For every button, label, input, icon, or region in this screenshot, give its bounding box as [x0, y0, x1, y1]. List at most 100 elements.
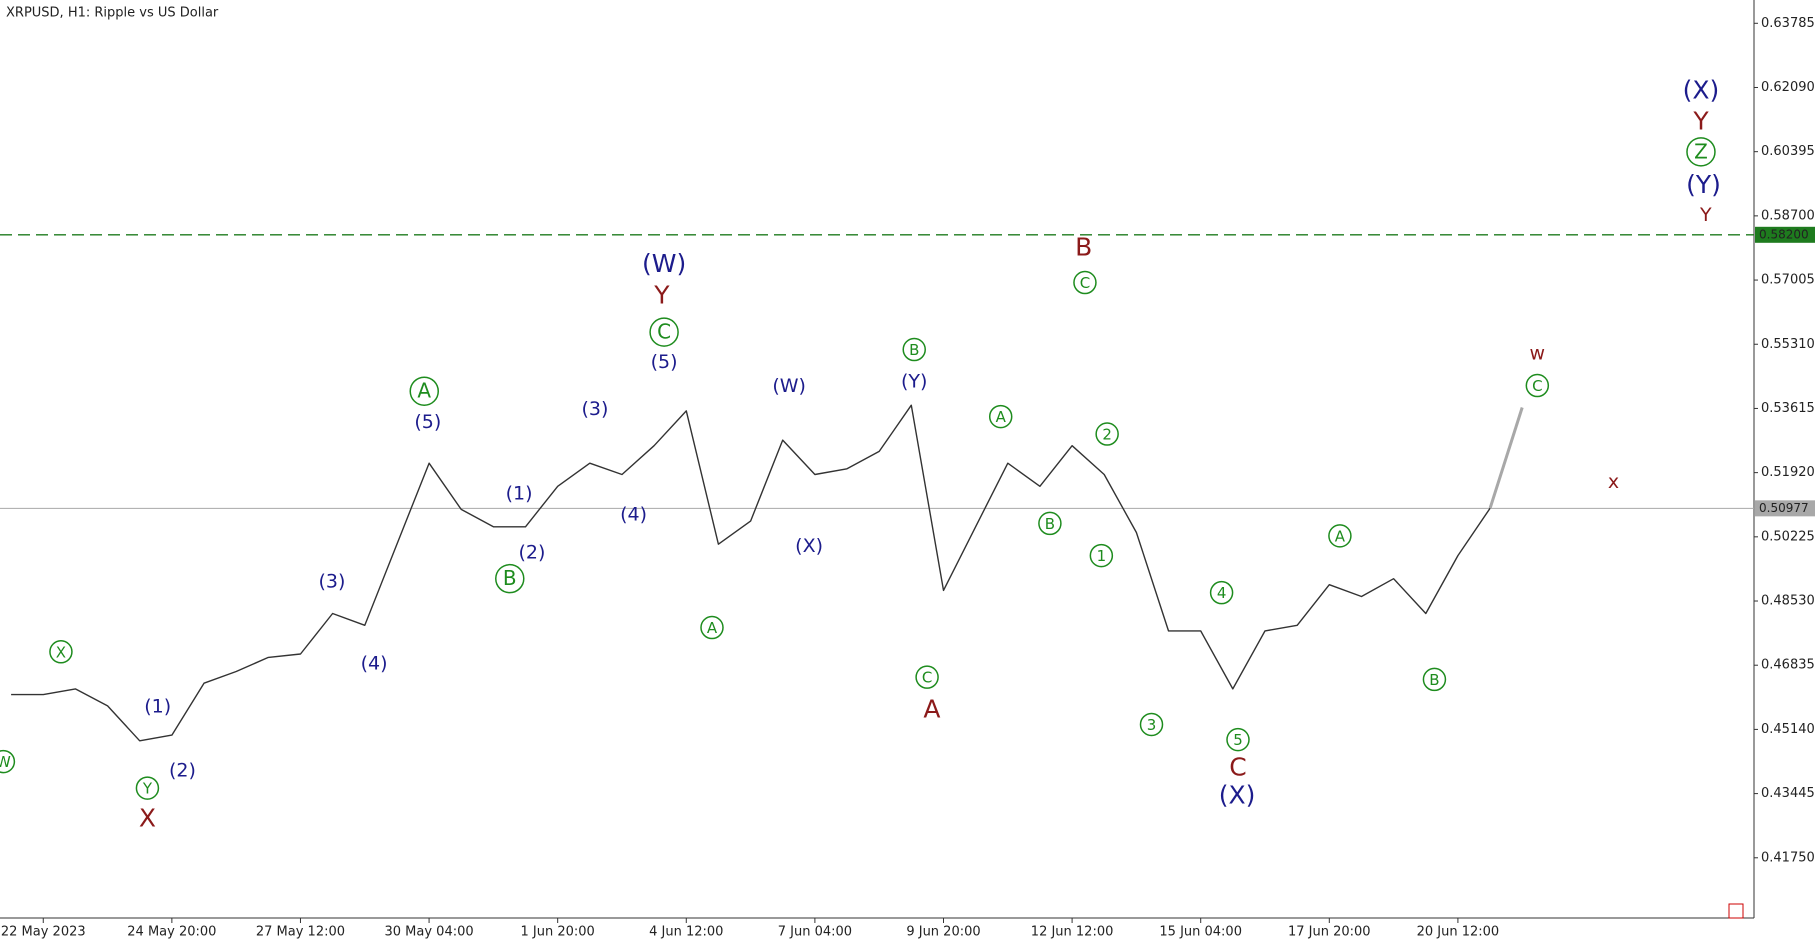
wave-label: C: [922, 669, 932, 687]
wave-circle: [649, 317, 679, 347]
y-tick-label: 0.43445: [1761, 786, 1815, 801]
y-tick-label: 0.63785: [1761, 16, 1815, 31]
wave-circle: [1525, 373, 1550, 398]
wave-label: Y: [653, 280, 670, 309]
y-tick-label: 0.55310: [1761, 337, 1815, 352]
wave-circle: [135, 776, 160, 800]
y-tick-label: 0.57005: [1761, 273, 1815, 288]
price-label: 0.58200: [1759, 227, 1809, 241]
wave-circle: [1089, 543, 1114, 568]
price-label: 0.50977: [1759, 501, 1809, 515]
wave-label: x: [1608, 471, 1619, 493]
wave-label: A: [1335, 527, 1346, 545]
wave-label: A: [707, 619, 718, 637]
wave-label: Y: [142, 780, 153, 798]
wave-label: W: [0, 753, 11, 771]
wave-label: B: [503, 566, 517, 590]
x-tick-label: 4 Jun 12:00: [649, 925, 723, 940]
wave-label: Y: [1692, 107, 1709, 136]
y-tick-label: 0.53615: [1761, 401, 1815, 416]
wave-label: C: [1229, 752, 1246, 781]
y-tick-label: 0.46835: [1761, 658, 1815, 673]
wave-circle: [1686, 137, 1716, 167]
wave-circle: [1226, 727, 1250, 752]
wave-circle: [1328, 524, 1352, 548]
y-tick-label: 0.51920: [1761, 465, 1815, 480]
wave-label: C: [1080, 274, 1090, 292]
wave-circle: [700, 615, 724, 640]
x-tick-label: 12 Jun 12:00: [1031, 925, 1114, 940]
wave-circle: [409, 376, 439, 406]
wave-circle: [902, 337, 926, 362]
wave-label: 2: [1102, 426, 1112, 444]
wave-label: A: [923, 695, 940, 724]
wave-label: (W): [772, 375, 806, 397]
wave-circle: [0, 749, 16, 774]
wave-label: B: [1075, 233, 1092, 262]
wave-label: (Y): [1686, 170, 1721, 199]
wave-label: 5: [1233, 731, 1243, 749]
wave-label: (2): [518, 542, 545, 564]
wave-label: X: [56, 643, 66, 661]
wave-circle: [495, 563, 525, 594]
wave-label: (5): [651, 351, 678, 373]
wave-label: Z: [1694, 139, 1708, 163]
wave-label: (W): [642, 249, 686, 278]
x-tick-label: 24 May 20:00: [127, 925, 216, 940]
wave-circle: [915, 665, 939, 689]
wave-label: (2): [169, 759, 196, 781]
wave-label: 1: [1097, 547, 1107, 565]
x-tick-label: 27 May 12:00: [256, 925, 345, 940]
wave-label: (1): [144, 695, 171, 717]
y-tick-label: 0.48530: [1761, 594, 1815, 609]
wave-circle: [1038, 511, 1062, 536]
wave-circle: [1139, 712, 1164, 737]
wave-label: (5): [414, 411, 441, 433]
wave-circle: [1422, 667, 1447, 692]
wave-label: B: [909, 341, 919, 359]
price-label-box: [1755, 226, 1815, 243]
wave-circle: [49, 640, 73, 664]
wave-label: A: [417, 379, 431, 403]
wave-label: (X): [1683, 76, 1720, 105]
x-tick-label: 22 May 2023: [1, 925, 86, 940]
x-tick-label: 30 May 04:00: [384, 925, 473, 940]
wave-label: X: [139, 803, 156, 832]
wave-label: 3: [1147, 716, 1157, 734]
y-tick-label: 0.45140: [1761, 722, 1815, 737]
chart-title: XRPUSD, H1: Ripple vs US Dollar: [6, 6, 219, 21]
wave-label: (X): [795, 535, 823, 557]
y-tick-label: 0.50225: [1761, 529, 1815, 544]
corner-icon[interactable]: [1728, 903, 1744, 919]
wave-label: C: [657, 320, 671, 344]
y-tick-label: 0.60395: [1761, 144, 1815, 159]
wave-label: B: [1429, 671, 1439, 689]
y-tick-label: 0.62090: [1761, 80, 1815, 95]
wave-label: (X): [1219, 780, 1256, 809]
wave-label: 4: [1217, 584, 1227, 602]
wave-label: w: [1530, 342, 1546, 364]
wave-label: Y: [1699, 204, 1712, 226]
x-tick-label: 1 Jun 20:00: [521, 925, 595, 940]
x-tick-label: 15 Jun 04:00: [1159, 925, 1242, 940]
wave-label: A: [996, 408, 1007, 426]
wave-label: (4): [620, 503, 647, 525]
y-tick-label: 0.58700: [1761, 208, 1815, 223]
wave-label: (1): [506, 483, 533, 505]
wave-label: (3): [582, 398, 609, 420]
wave-circle: [1073, 270, 1097, 295]
x-tick-label: 7 Jun 04:00: [778, 925, 852, 940]
wave-circle: [988, 404, 1013, 429]
wave-label: (3): [319, 570, 346, 592]
wave-label: C: [1532, 377, 1542, 395]
y-tick-label: 0.41750: [1761, 850, 1815, 865]
wave-circle: [1095, 422, 1119, 446]
price-line-series: [11, 404, 1491, 742]
wave-label: (4): [361, 653, 388, 675]
wave-label: B: [1045, 515, 1055, 533]
x-tick-label: 9 Jun 20:00: [906, 925, 980, 940]
x-tick-label: 17 Jun 20:00: [1288, 925, 1371, 940]
wave-label: (Y): [901, 370, 927, 392]
